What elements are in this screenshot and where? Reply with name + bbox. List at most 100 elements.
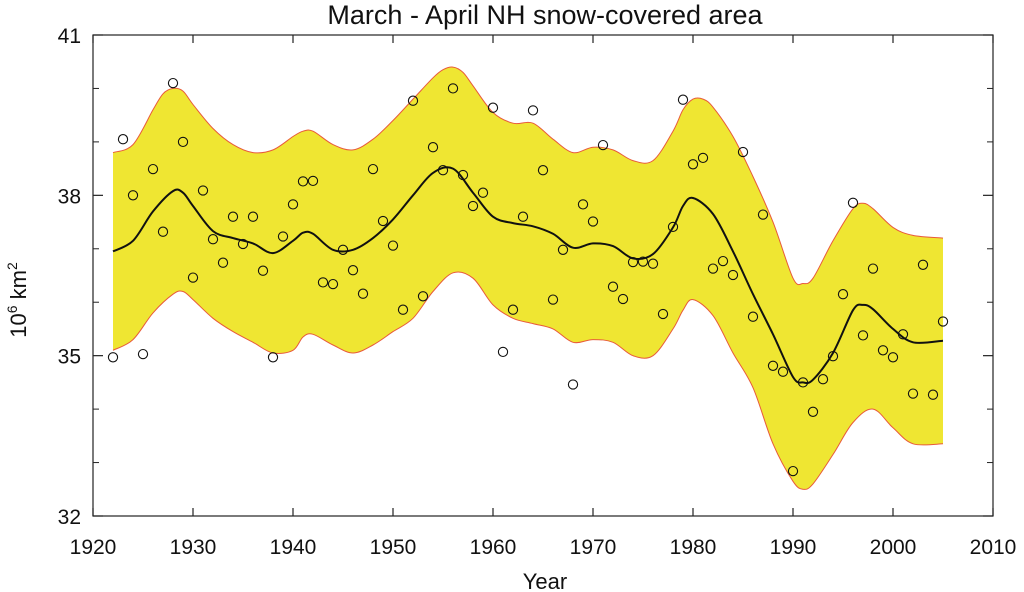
data-point [837,289,849,300]
data-point [487,102,499,113]
data-point [517,211,529,222]
y-axis-label: 106 km2 [4,262,31,338]
y-label-base: 10 [6,313,31,337]
y-tick-label: 38 [58,185,81,208]
x-tick-label: 1950 [370,536,417,559]
data-point [387,240,399,251]
data-point [217,257,229,268]
data-point [177,136,189,148]
data-point [497,346,509,358]
data-point [907,388,919,399]
data-point [647,258,659,269]
data-point [817,374,829,385]
data-point [637,256,649,267]
x-tick-label: 1970 [570,536,617,559]
band-upper-edge [112,66,944,286]
data-point [887,352,899,363]
data-point [287,199,299,210]
y-label-unit-exp: 2 [4,262,20,270]
data-point [657,308,669,320]
data-point [697,152,709,164]
data-point [447,83,459,94]
data-point [677,94,689,105]
data-point [617,293,629,305]
data-point [477,187,489,198]
x-tick-label: 2000 [870,536,917,559]
data-point [927,389,939,400]
data-point [767,360,779,371]
chart-title: March - April NH snow-covered area [327,0,763,30]
data-point [747,311,759,322]
data-point [337,244,349,255]
data-point [437,165,449,176]
data-point [757,209,769,220]
data-point [587,216,599,227]
data-point [597,139,609,151]
data-point [397,304,409,315]
data-point [187,272,199,283]
data-point [857,330,869,341]
data-point [407,95,419,106]
data-point [827,351,839,362]
data-point [377,215,389,227]
data-point [787,465,799,477]
x-tick-label: 2010 [970,536,1017,559]
data-point [507,304,519,315]
data-point [267,352,279,363]
data-point [717,255,729,267]
data-point [527,105,539,116]
data-point [237,238,249,250]
data-point [737,146,749,158]
data-point [467,200,479,212]
data-point [107,352,119,363]
data-point [197,185,209,196]
x-tick-label: 1990 [770,536,817,559]
data-point [137,348,149,360]
data-point [167,77,179,89]
data-point [307,175,319,187]
data-point [157,226,169,237]
plot-area [107,66,949,490]
data-point [317,277,329,288]
data-point [687,159,699,170]
data-point [127,190,139,201]
data-point [207,234,219,245]
x-tick-label: 1940 [270,536,317,559]
data-point [417,291,429,302]
data-point [347,265,359,276]
data-point [917,259,929,270]
data-point [627,256,639,268]
data-point [807,406,819,417]
uncertainty-band [113,66,943,490]
y-label-exp: 6 [4,305,20,313]
data-point [297,176,309,187]
x-tick-label: 1980 [670,536,717,559]
data-point [777,366,789,377]
band-lower-edge [112,271,944,490]
data-point [797,377,809,388]
data-point [867,263,879,274]
data-point [567,379,579,390]
data-point [327,278,339,290]
plot-frame [92,34,994,517]
data-point [667,221,679,233]
data-point [727,269,739,281]
data-point [707,263,719,274]
x-axis-label: Year [523,569,567,592]
x-tick-label: 1930 [170,536,217,559]
data-point [427,142,439,153]
x-tick-label: 1960 [470,536,517,559]
data-point [257,265,269,276]
y-tick-label: 35 [58,346,81,369]
axes: 1920 1930 1940 1950 1960 1970 1980 1990 2000 2010… [58,25,1017,559]
data-point [277,231,289,242]
data-point [877,345,889,356]
data-point [577,199,589,210]
data-point [557,244,569,255]
data-point [607,281,619,292]
data-point [537,165,549,176]
data-point [547,294,559,305]
x-tick-label: 1920 [70,536,117,559]
data-point [357,288,369,299]
